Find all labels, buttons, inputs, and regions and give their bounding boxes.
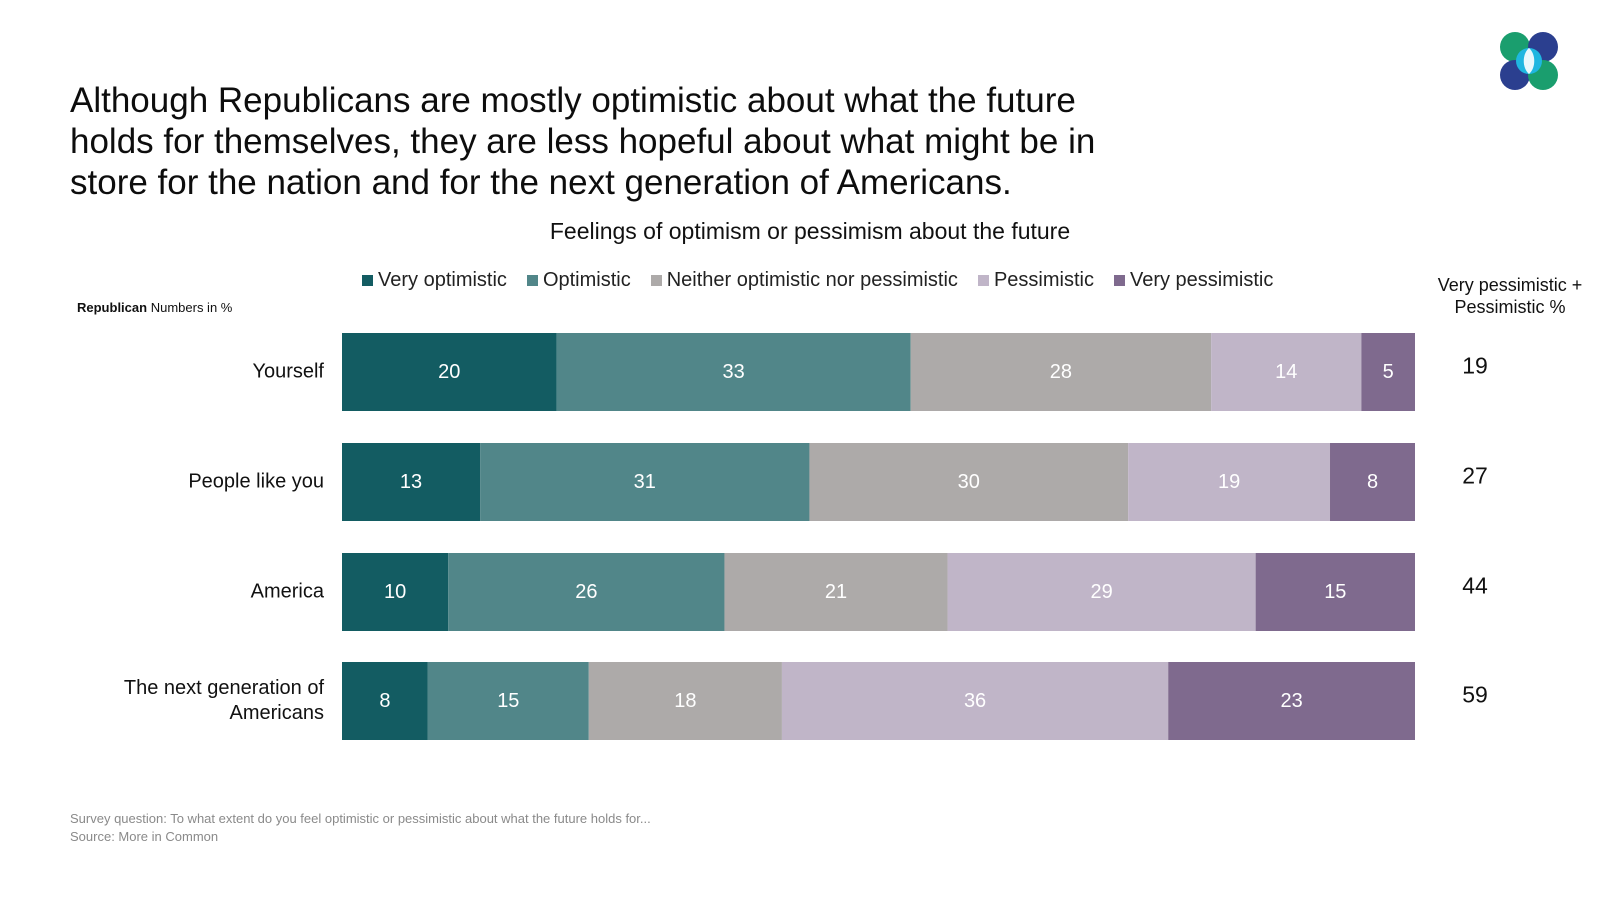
bar-segment: [448, 553, 725, 631]
legend-label: Very pessimistic: [1129, 268, 1274, 291]
legend-item: Optimistic: [526, 268, 631, 292]
bar-value-label: 10: [384, 581, 406, 603]
bar-segment: [1128, 443, 1331, 521]
legend-label: Optimistic: [542, 268, 631, 291]
bar-value-label: 21: [825, 581, 847, 603]
bar-segment: [480, 443, 810, 521]
bar-segment: [342, 553, 449, 631]
row-label-line: People like you: [188, 470, 324, 493]
legend-item: Very optimistic: [362, 269, 507, 292]
chart-title: Feelings of optimism or pessimism about …: [549, 218, 1071, 244]
bar-segment: [910, 333, 1212, 411]
legend-item: Pessimistic: [977, 268, 1094, 292]
bar-value-label: 28: [1050, 361, 1072, 383]
bar-value-label: 30: [958, 471, 980, 493]
bar-segment: [588, 662, 782, 740]
sum-value: 19: [1462, 352, 1488, 379]
bar-value-label: 29: [1090, 581, 1112, 603]
legend-swatch: [362, 274, 373, 286]
legend-swatch: [650, 274, 662, 286]
bar-segment: [1168, 662, 1415, 740]
group-label-bold: Republican: [77, 300, 148, 315]
bar-segment: [809, 443, 1129, 521]
bar-value-label: 15: [497, 690, 519, 712]
bar-value-label: 5: [1383, 361, 1394, 383]
bar-value-label: 8: [1367, 471, 1378, 493]
bar-value-label: 15: [1324, 581, 1346, 603]
more-in-common-logo-icon: [1500, 32, 1558, 90]
bar-value-label: 26: [575, 581, 597, 603]
bar-segment: [342, 333, 557, 411]
source-note: Source: More in Common: [70, 829, 219, 844]
headline-line: store for the nation and for the next ge…: [70, 163, 1012, 202]
bar-segment: [1361, 333, 1415, 411]
bar-segment: [724, 553, 948, 631]
chart-legend: Very optimistic Optimistic Neither optim…: [362, 266, 1293, 294]
bar-value-label: 13: [400, 471, 422, 493]
headline: Although Republicans are mostly optimist…: [70, 80, 1200, 203]
sum-value: 27: [1462, 462, 1488, 489]
sum-header-line: Very pessimistic +: [1437, 275, 1583, 295]
row-label-line: The next generation of: [123, 677, 324, 699]
row-label-line: Americans: [229, 702, 324, 724]
row-label: People like you: [60, 470, 324, 495]
bar-value-label: 20: [438, 361, 460, 383]
bar-segment: [342, 662, 428, 740]
bar-value-label: 8: [379, 690, 390, 712]
row-label-line: Yourself: [252, 360, 324, 383]
bar-value-label: 33: [723, 361, 745, 383]
bar-segment: [947, 553, 1256, 631]
legend-swatch: [1113, 274, 1125, 286]
bar-value-label: 14: [1275, 361, 1297, 383]
bar-segment: [1211, 333, 1362, 411]
sum-value: 44: [1462, 572, 1488, 599]
sum-header-line: Pessimistic %: [1454, 297, 1566, 317]
legend-swatch: [977, 274, 989, 286]
footnote: Survey question: To what extent do you f…: [70, 810, 651, 846]
bar-value-label: 36: [964, 690, 986, 712]
legend-label: Very optimistic: [378, 268, 507, 291]
bar-value-label: 31: [634, 471, 656, 493]
bar-segment: [342, 443, 481, 521]
bar-value-label: 18: [674, 690, 696, 712]
legend-item: Very pessimistic: [1113, 268, 1274, 292]
row-label: The next generation of Americans: [60, 676, 324, 726]
headline-line: holds for themselves, they are less hope…: [70, 122, 1096, 161]
bar-value-label: 19: [1218, 471, 1240, 493]
bar-value-label: 23: [1280, 690, 1302, 712]
group-label: Republican Numbers in %: [77, 300, 232, 315]
sum-value: 59: [1462, 681, 1488, 708]
bar-segment: [427, 662, 589, 740]
survey-question: Survey question: To what extent do you f…: [70, 811, 651, 826]
bar-segment: [1330, 443, 1415, 521]
sum-column-header: Very pessimistic + Pessimistic %: [1420, 274, 1600, 318]
row-label: America: [60, 580, 324, 605]
row-label-line: America: [250, 580, 324, 603]
row-label: Yourself: [60, 360, 324, 385]
bar-segment: [781, 662, 1169, 740]
legend-item: Neither optimistic nor pessimistic: [650, 268, 958, 292]
headline-line: Although Republicans are mostly optimist…: [70, 81, 1076, 120]
legend-label: Neither optimistic nor pessimistic: [666, 268, 958, 291]
bar-segment: [1255, 553, 1415, 631]
bar-segment: [556, 333, 911, 411]
legend-swatch: [526, 274, 538, 286]
group-label-units: Numbers in %: [150, 300, 233, 315]
legend-label: Pessimistic: [993, 268, 1094, 291]
